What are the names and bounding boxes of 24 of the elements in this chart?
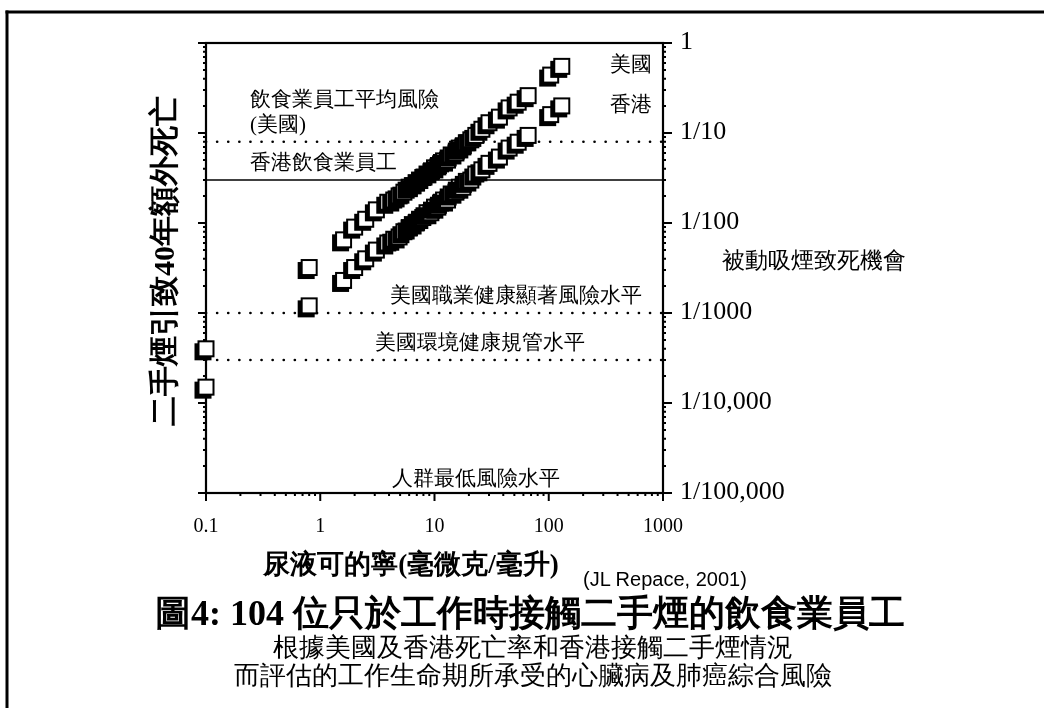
x-tick-label: 100 <box>533 513 564 536</box>
annotation: 人群最低風險水平 <box>392 465 560 490</box>
x-tick-label: 1 <box>315 513 326 536</box>
ref-line-label: 飲食業員工平均風險(美國) <box>250 86 439 136</box>
y-tick-label: 1/10,000 <box>680 385 772 415</box>
ref-line-label: 美國環境健康規管水平 <box>375 329 585 354</box>
y-tick-label: 1/100,000 <box>680 475 785 505</box>
x-tick-label: 0.1 <box>193 513 219 536</box>
x-axis-title: 尿液可的寧(毫微克/毫升) <box>262 549 559 580</box>
y-tick-label: 1/1000 <box>680 295 753 325</box>
text: 圖4: 104 位只於工作時接觸二手煙的飲食業員工 <box>155 593 905 634</box>
series-label: 香港 <box>609 91 652 116</box>
series-label: 美國 <box>609 52 652 77</box>
y-axis-title: 二手煙引致40年額外死亡 <box>146 96 180 426</box>
y-tick-label: 1/100 <box>680 205 740 235</box>
ref-line-label: 美國職業健康顯著風險水平 <box>390 282 642 307</box>
text: 根據美國及香港死亡率和香港接觸二手煙情況而評估的工作生命期所承受的心臟病及肺癌綜合風險 <box>234 632 832 690</box>
y-tick-label: 1/10 <box>680 115 727 145</box>
x-tick-label: 1000 <box>643 513 683 536</box>
text: (JL Repace, 2001) <box>583 568 747 591</box>
ref-line-label: 香港飲食業員工 <box>250 149 397 174</box>
y-tick-label: 1 <box>680 25 693 55</box>
x-tick-label: 10 <box>424 513 445 536</box>
y2-axis-title: 被動吸煙致死機會 <box>722 248 906 274</box>
